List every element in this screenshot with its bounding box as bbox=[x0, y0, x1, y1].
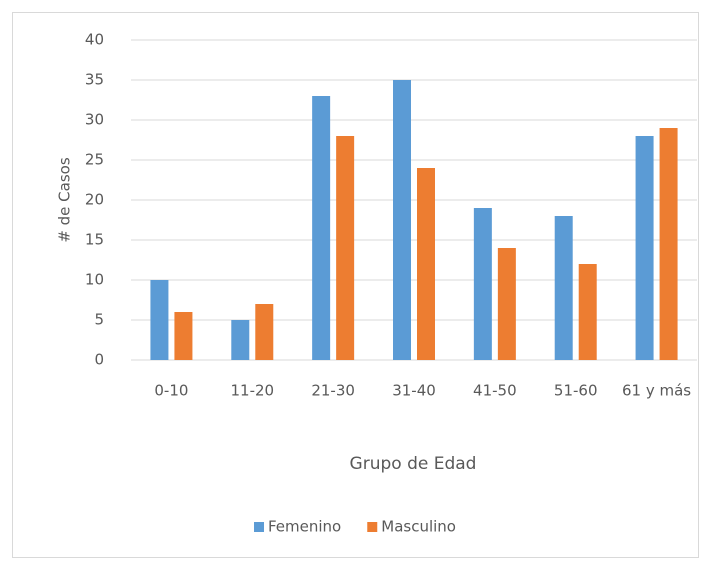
x-tick-label: 0-10 bbox=[154, 382, 188, 400]
bar bbox=[497, 248, 516, 360]
y-tick-label: 30 bbox=[85, 111, 104, 129]
x-tick-label: 21-30 bbox=[311, 382, 355, 400]
y-tick-label: 0 bbox=[94, 351, 104, 369]
y-tick-label: 5 bbox=[94, 311, 104, 329]
bar bbox=[255, 304, 274, 360]
y-tick-label: 15 bbox=[85, 231, 104, 249]
bar bbox=[659, 128, 678, 360]
x-tick-label: 61 y más bbox=[622, 382, 691, 400]
x-tick-label: 51-60 bbox=[554, 382, 598, 400]
bar bbox=[578, 264, 597, 360]
bar bbox=[312, 96, 331, 360]
y-tick-label: 10 bbox=[85, 271, 104, 289]
bar bbox=[336, 136, 355, 360]
x-tick-label: 41-50 bbox=[473, 382, 517, 400]
x-axis-label: Grupo de Edad bbox=[350, 454, 477, 474]
y-tick-label: 20 bbox=[85, 191, 104, 209]
x-tick-label: 11-20 bbox=[230, 382, 274, 400]
legend-label: Masculino bbox=[381, 518, 456, 536]
legend-label: Femenino bbox=[268, 518, 341, 536]
bar bbox=[554, 216, 573, 360]
y-tick-label: 40 bbox=[85, 31, 104, 49]
bar bbox=[174, 312, 193, 360]
bar bbox=[417, 168, 435, 360]
legend-swatch bbox=[367, 522, 378, 532]
bar bbox=[635, 136, 654, 360]
x-tick-label: 31-40 bbox=[392, 382, 436, 400]
legend-swatch bbox=[254, 522, 265, 532]
y-tick-label: 25 bbox=[85, 151, 104, 169]
bar bbox=[150, 280, 169, 360]
bar bbox=[231, 320, 250, 360]
bar bbox=[473, 208, 492, 360]
y-tick-label: 35 bbox=[85, 71, 104, 89]
bar bbox=[393, 80, 411, 360]
y-axis-label: # de Casos bbox=[56, 157, 74, 243]
